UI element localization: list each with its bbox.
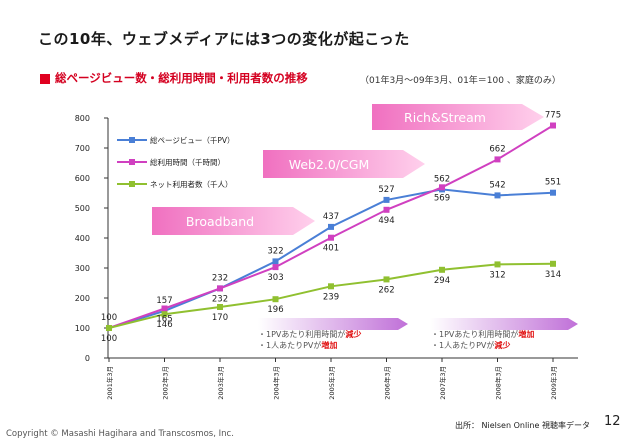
data-label: 262 <box>378 285 394 295</box>
source-note: 出所： Nielsen Online 視聴率データ <box>455 421 590 430</box>
data-label: 294 <box>434 276 450 286</box>
data-point <box>328 234 334 241</box>
data-label: 100 <box>101 313 117 323</box>
data-label: 569 <box>434 193 450 203</box>
copyright: Copyright © Masashi Hagihara and Transco… <box>6 429 234 439</box>
data-label: 146 <box>156 320 172 330</box>
legend-marker <box>129 181 135 187</box>
y-tick-label: 100 <box>75 324 90 333</box>
y-tick-label: 200 <box>75 294 90 303</box>
era-arrow <box>152 207 315 235</box>
annotation-line: ・1人あたりPVが増加 <box>258 340 337 350</box>
data-point <box>106 325 112 331</box>
x-tick-label: 2003年3月 <box>216 366 225 400</box>
data-label: 551 <box>545 178 561 188</box>
data-point <box>383 276 390 283</box>
y-tick-label: 0 <box>85 354 90 363</box>
x-tick-label: 2009年3月 <box>549 366 558 400</box>
data-point <box>494 261 501 268</box>
data-point <box>439 184 445 191</box>
y-tick-label: 600 <box>75 174 90 183</box>
data-point <box>383 196 390 203</box>
y-tick-label: 500 <box>75 204 90 213</box>
era-label: Broadband <box>186 214 254 229</box>
x-tick-label: 2006年3月 <box>383 366 392 400</box>
data-point <box>494 156 501 163</box>
data-point <box>217 304 223 310</box>
y-tick-label: 800 <box>75 114 90 123</box>
data-label: 662 <box>489 144 505 154</box>
data-point <box>550 189 556 196</box>
data-label: 232 <box>212 294 228 304</box>
legend-label: 総ページビュー（千PV） <box>150 135 235 145</box>
legend-marker <box>129 137 135 143</box>
data-label: 196 <box>267 305 283 315</box>
y-tick-label: 700 <box>75 144 90 153</box>
data-label: 401 <box>323 244 339 254</box>
data-label: 303 <box>267 273 283 283</box>
era-label: Web2.0/CGM <box>289 157 370 172</box>
data-label: 100 <box>101 334 117 344</box>
chart-subtitle: 総ページビュー数・総利用時間・利用者数の推移 <box>55 71 308 85</box>
annotation-line: ・1PVあたり利用時間が増加 <box>431 329 534 339</box>
chart-subtitle-note: （01年3月～09年3月、01年＝100 、家庭のみ） <box>360 76 561 86</box>
trend-arrow <box>430 318 578 330</box>
data-label: 314 <box>545 270 561 280</box>
y-tick-label: 400 <box>75 234 90 243</box>
x-tick-label: 2007年3月 <box>438 366 447 400</box>
data-label: 322 <box>267 246 283 256</box>
x-tick-label: 2005年3月 <box>327 366 336 400</box>
trend-arrow <box>258 318 408 330</box>
subtitle-marker <box>40 74 50 84</box>
annotation-line: ・1人あたりPVが減少 <box>431 340 510 350</box>
data-point <box>272 264 279 271</box>
x-tick-label: 2004年3月 <box>272 366 281 400</box>
data-point <box>161 305 168 312</box>
data-label: 239 <box>323 292 339 302</box>
legend-label: 総利用時間（千時間） <box>150 157 225 167</box>
data-point <box>272 258 279 265</box>
data-point <box>272 296 279 303</box>
data-label: 775 <box>545 111 561 121</box>
data-point <box>494 192 501 199</box>
data-point <box>550 122 556 129</box>
data-label: 494 <box>378 216 394 226</box>
x-tick-label: 2008年3月 <box>494 366 503 400</box>
data-label: 312 <box>489 270 505 280</box>
era-arrow <box>372 104 544 130</box>
data-point <box>217 285 223 292</box>
data-point <box>328 223 334 230</box>
page-number: 12 <box>604 414 621 429</box>
data-label: 170 <box>212 313 228 323</box>
x-tick-label: 2002年3月 <box>161 366 170 400</box>
data-point <box>161 311 168 318</box>
legend-label: ネット利用者数（千人） <box>150 179 233 189</box>
x-tick-label: 2001年3月 <box>105 366 114 400</box>
era-label: Rich&Stream <box>404 110 486 125</box>
data-point <box>328 283 334 290</box>
data-label: 542 <box>489 180 505 190</box>
era-arrow <box>263 150 425 178</box>
data-label: 527 <box>378 185 394 195</box>
data-point <box>550 260 556 267</box>
data-label: 165 <box>156 315 172 325</box>
data-label: 437 <box>323 212 339 222</box>
data-point <box>439 266 445 273</box>
data-label: 232 <box>212 273 228 283</box>
data-label: 157 <box>156 296 172 306</box>
data-label: 562 <box>434 174 450 184</box>
data-point <box>383 206 390 213</box>
page-title: この10年、ウェブメディアには3つの変化が起こった <box>38 30 410 48</box>
legend-marker <box>129 159 135 165</box>
y-tick-label: 300 <box>75 264 90 273</box>
annotation-line: ・1PVあたり利用時間が減少 <box>258 329 361 339</box>
